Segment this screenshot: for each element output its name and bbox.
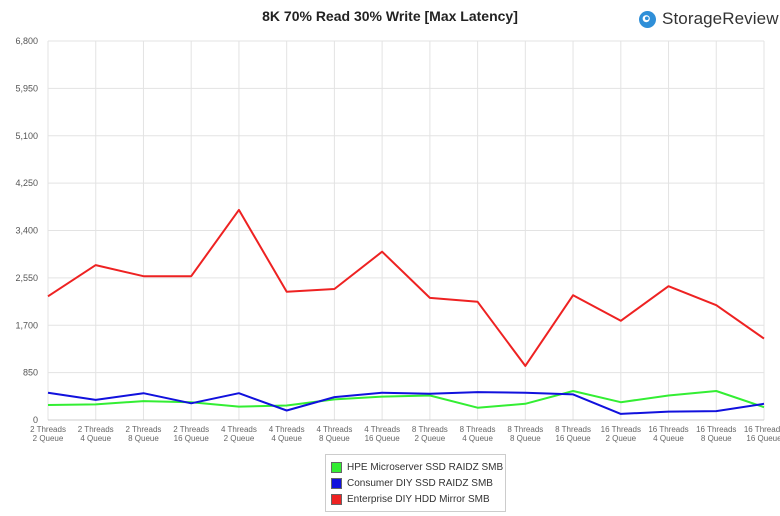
x-tick-label: 16 Threads 8 Queue	[696, 425, 736, 443]
x-tick-label: 2 Threads 16 Queue	[173, 425, 209, 443]
chart-series	[47, 208, 765, 415]
x-tick-label: 8 Threads 16 Queue	[555, 425, 591, 443]
legend-label: Consumer DIY SSD RAIDZ SMB	[347, 477, 493, 489]
series-line	[47, 390, 765, 409]
x-tick-label: 8 Threads 2 Queue	[412, 425, 448, 443]
x-axis: 2 Threads 2 Queue 2 Threads 4 Queue 2 Thread…	[30, 425, 780, 443]
y-axis: 0 850 1,700 2,550 3,400 4,250 5,100 5,950 6,800	[15, 36, 38, 425]
storagereview-logo-icon	[639, 10, 656, 28]
chart-grid	[47, 40, 765, 421]
x-tick-label: 4 Threads 16 Queue	[364, 425, 400, 443]
x-tick-label: 2 Threads 2 Queue	[30, 425, 66, 443]
legend-label: HPE Microserver SSD RAIDZ SMB	[347, 461, 504, 473]
legend-label: Enterprise DIY HDD Mirror SMB	[347, 493, 490, 505]
line-chart: 08501,7002,5503,4004,2505,1005,9506,800 …	[15, 36, 780, 443]
y-tick-label: 3,400	[15, 226, 38, 236]
series-line	[47, 208, 765, 367]
x-tick-label: 4 Threads 2 Queue	[221, 425, 257, 443]
legend-swatch	[331, 477, 342, 489]
x-tick-label: 2 Threads 4 Queue	[78, 425, 114, 443]
legend-swatch	[331, 493, 342, 505]
series-line	[47, 391, 765, 415]
x-tick-label: 4 Threads 4 Queue	[269, 425, 305, 443]
x-tick-label: 8 Threads 4 Queue	[460, 425, 496, 443]
legend-swatch	[331, 461, 342, 473]
legend-item[interactable]: Enterprise DIY HDD Mirror SMB	[331, 491, 505, 507]
x-tick-label: 2 Threads 8 Queue	[126, 425, 162, 443]
y-tick-label: 5,100	[15, 131, 38, 141]
chart-legend: HPE Microserver SSD RAIDZ SMB Consumer DI…	[325, 454, 506, 512]
y-tick-label: 4,250	[15, 178, 38, 188]
legend-item[interactable]: Consumer DIY SSD RAIDZ SMB	[331, 475, 505, 491]
y-tick-label: 6,800	[15, 36, 38, 46]
y-tick-label: 2,550	[15, 273, 38, 283]
legend-item[interactable]: HPE Microserver SSD RAIDZ SMB	[331, 459, 505, 475]
y-tick-label: 850	[23, 368, 38, 378]
y-tick-label: 0	[33, 415, 38, 425]
chart-title: 8K 70% Read 30% Write [Max Latency]	[262, 8, 518, 24]
brand-name: StorageReview	[662, 9, 779, 28]
y-tick-label: 1,700	[15, 320, 38, 330]
x-tick-label: 16 Threads 2 Queue	[601, 425, 641, 443]
x-tick-label: 8 Threads 8 Queue	[507, 425, 543, 443]
y-tick-label: 5,950	[15, 83, 38, 93]
x-tick-label: 16 Threads 4 Queue	[648, 425, 688, 443]
storagereview-brand: StorageReview	[639, 7, 779, 31]
x-tick-label: 4 Threads 8 Queue	[316, 425, 352, 443]
